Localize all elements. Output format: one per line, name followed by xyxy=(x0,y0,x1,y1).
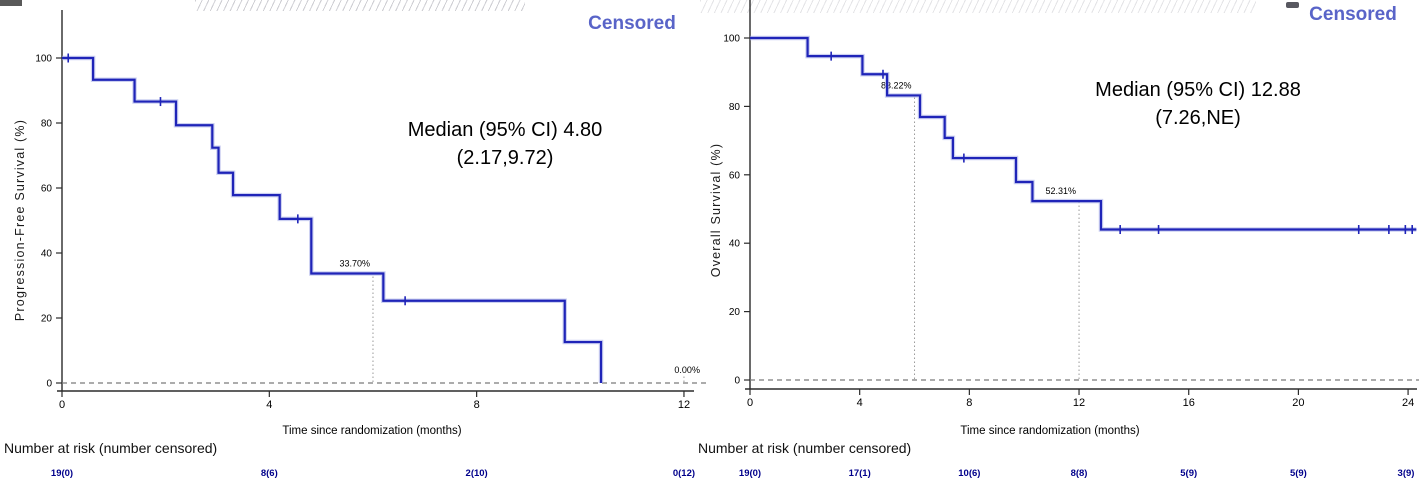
x-tick-label: 8 xyxy=(474,399,480,411)
landmark-percent-label: 52.31% xyxy=(1046,186,1077,196)
pfs-censored-legend: Censored xyxy=(588,13,676,34)
pfs-x-axis-title: Time since randomization (months) xyxy=(282,425,462,437)
y-tick-label: 0 xyxy=(46,379,52,390)
pfs-median-line1: Median (95% CI) 4.80 xyxy=(407,119,603,141)
os-risk-table-header: Number at risk (number censored) xyxy=(698,440,912,456)
risk-table-value: 5(9) xyxy=(1180,468,1197,479)
risk-table-value: 2(10) xyxy=(466,468,488,479)
pfs-median-annotation: Median (95% CI) 4.80 (2.17,9.72) xyxy=(330,116,680,172)
x-tick-label: 0 xyxy=(59,399,65,411)
risk-table-value: 0(12) xyxy=(673,468,695,479)
pfs-chart: 0 20 40 60 80 100 0 4 8 12 33.70% 0.00% 19(0) 8(6) 2(1… xyxy=(35,10,706,479)
pfs-risk-table-header: Number at risk (number censored) xyxy=(4,440,218,456)
os-median-line1: Median (95% CI) 12.88 xyxy=(1095,79,1301,101)
y-tick-label: 80 xyxy=(729,102,741,113)
y-tick-label: 40 xyxy=(729,239,741,250)
x-tick-label: 24 xyxy=(1402,397,1414,409)
y-tick-label: 60 xyxy=(41,184,53,195)
corner-artifact xyxy=(0,0,22,6)
os-median-annotation: Median (95% CI) 12.88 (7.26,NE) xyxy=(1023,76,1373,132)
risk-table-value: 10(6) xyxy=(958,468,980,479)
risk-table-value: 19(0) xyxy=(51,468,73,479)
risk-table-value: 5(9) xyxy=(1290,468,1307,479)
x-tick-label: 4 xyxy=(266,399,272,411)
pfs-median-line2: (2.17,9.72) xyxy=(456,147,554,169)
landmark-percent-label: 83.22% xyxy=(881,80,912,90)
background-hatch-artifact xyxy=(195,0,525,11)
km-curve xyxy=(62,56,603,383)
os-median-line2: (7.26,NE) xyxy=(1155,107,1241,129)
y-tick-label: 60 xyxy=(729,170,741,181)
x-tick-label: 12 xyxy=(1073,397,1085,409)
risk-table-value: 19(0) xyxy=(739,468,761,479)
y-tick-label: 80 xyxy=(41,119,53,130)
os-x-axis-title: Time since randomization (months) xyxy=(960,425,1140,437)
x-tick-label: 4 xyxy=(857,397,863,409)
x-tick-label: 20 xyxy=(1292,397,1304,409)
x-tick-label: 16 xyxy=(1183,397,1195,409)
y-tick-label: 40 xyxy=(41,249,53,260)
landmark-percent-label: 0.00% xyxy=(674,365,700,375)
os-y-axis-title: Overall Survival (%) xyxy=(709,142,723,278)
km-curve xyxy=(750,36,1417,231)
x-tick-label: 0 xyxy=(747,397,753,409)
risk-table-value: 17(1) xyxy=(849,468,871,479)
risk-table-value: 8(8) xyxy=(1071,468,1088,479)
x-tick-label: 12 xyxy=(678,399,690,411)
y-tick-label: 100 xyxy=(35,54,52,65)
landmark-percent-label: 33.70% xyxy=(339,258,370,268)
km-curve-halo xyxy=(62,55,604,383)
risk-table-value: 8(6) xyxy=(261,468,278,479)
risk-table-value: 3(9) xyxy=(1398,468,1415,479)
background-hatch-artifact xyxy=(700,0,1256,13)
y-tick-label: 100 xyxy=(723,34,740,45)
smudge-artifact xyxy=(1286,2,1299,8)
y-tick-label: 20 xyxy=(729,307,741,318)
pfs-y-axis-title: Progression-Free Survival (%) xyxy=(13,118,27,322)
y-tick-label: 0 xyxy=(734,376,740,387)
y-tick-label: 20 xyxy=(41,314,53,325)
os-chart: 0 20 40 60 80 100 0 4 8 12 16 20 24 83.22% 52.31% 19(0)… xyxy=(723,0,1419,479)
x-tick-label: 8 xyxy=(966,397,972,409)
os-censored-legend: Censored xyxy=(1309,4,1397,25)
